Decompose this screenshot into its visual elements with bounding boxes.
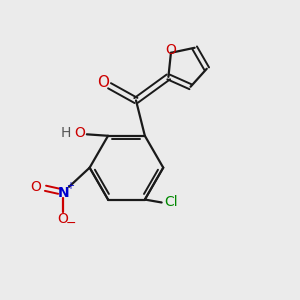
Text: +: +: [66, 181, 74, 191]
Text: O: O: [30, 180, 41, 194]
Text: O: O: [166, 44, 176, 58]
Text: O: O: [97, 75, 109, 90]
Text: N: N: [57, 186, 69, 200]
Text: Cl: Cl: [164, 196, 178, 209]
Text: O: O: [58, 212, 69, 226]
Text: −: −: [66, 217, 76, 230]
Text: O: O: [75, 126, 86, 140]
Text: H: H: [61, 126, 71, 140]
